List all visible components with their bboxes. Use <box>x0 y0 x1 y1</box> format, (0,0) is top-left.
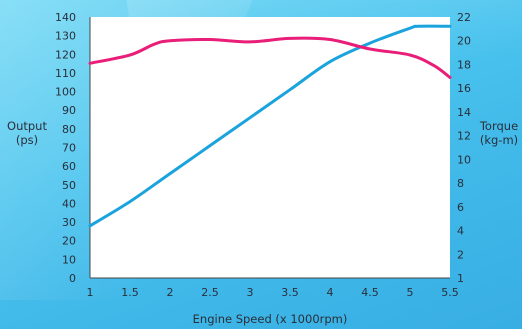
x-axis-title: Engine Speed (x 1000rpm) <box>193 312 348 326</box>
x-tick-label: 4 <box>327 286 334 299</box>
y-left-tick-label: 130 <box>55 30 76 43</box>
y-right-tick-label: 12 <box>457 130 471 143</box>
y-left-tick-label: 10 <box>62 253 76 266</box>
y-left-tick-label: 40 <box>62 197 76 210</box>
x-tick-label: 5.5 <box>441 286 459 299</box>
x-tick-label: 2 <box>167 286 174 299</box>
plot-area <box>90 17 450 278</box>
x-tick-label: 3 <box>247 286 254 299</box>
y-right-tick-label: 22 <box>457 11 471 24</box>
output-series-line <box>88 24 452 228</box>
y-left-tick-label: 30 <box>62 216 76 229</box>
y-left-tick-label: 70 <box>62 142 76 155</box>
y-left-tick-label: 60 <box>62 160 76 173</box>
series-layer <box>88 24 452 228</box>
x-tick-label: 1 <box>87 286 94 299</box>
right-axis-title-line1: Torque <box>479 119 518 133</box>
y-right-tick-label: 8 <box>457 177 464 190</box>
y-right-tick-label: 16 <box>457 82 471 95</box>
torque-series-line <box>88 36 452 79</box>
x-tick-label: 2.5 <box>201 286 219 299</box>
y-left-tick-label: 140 <box>55 11 76 24</box>
y-right-tick-label: 10 <box>457 153 471 166</box>
y-left-tick-label: 100 <box>55 86 76 99</box>
y-left-tick-label: 50 <box>62 179 76 192</box>
x-tick-label: 1.5 <box>121 286 139 299</box>
y-right-tick-label: 1 <box>457 272 464 285</box>
x-tick-label: 5 <box>407 286 414 299</box>
y-left-tick-label: 110 <box>55 67 76 80</box>
y-right-tick-label: 18 <box>457 58 471 71</box>
y-right-tick-label: 20 <box>457 35 471 48</box>
x-tick-label: 4.5 <box>361 286 379 299</box>
y-left-tick-label: 80 <box>62 123 76 136</box>
y-left-tick-label: 0 <box>69 272 76 285</box>
y-left-tick-label: 90 <box>62 104 76 117</box>
y-right-tick-label: 2 <box>457 248 464 261</box>
y-right-tick-label: 6 <box>457 201 464 214</box>
right-axis-title-line2: (kg-m) <box>480 133 518 147</box>
x-tick-label: 3.5 <box>281 286 299 299</box>
y-left-tick-label: 20 <box>62 235 76 248</box>
tick-labels: 1 1.5 2 2.5 3 3.5 4 4.5 5 5.5 0 10 20 30 40 50 60 70 80 90 1… <box>55 11 471 299</box>
y-right-tick-label: 4 <box>457 225 464 238</box>
y-right-tick-label: 14 <box>457 106 471 119</box>
y-left-tick-label: 120 <box>55 48 76 61</box>
left-axis-title-line2: (ps) <box>16 133 38 147</box>
left-axis-title-line1: Output <box>7 119 47 133</box>
